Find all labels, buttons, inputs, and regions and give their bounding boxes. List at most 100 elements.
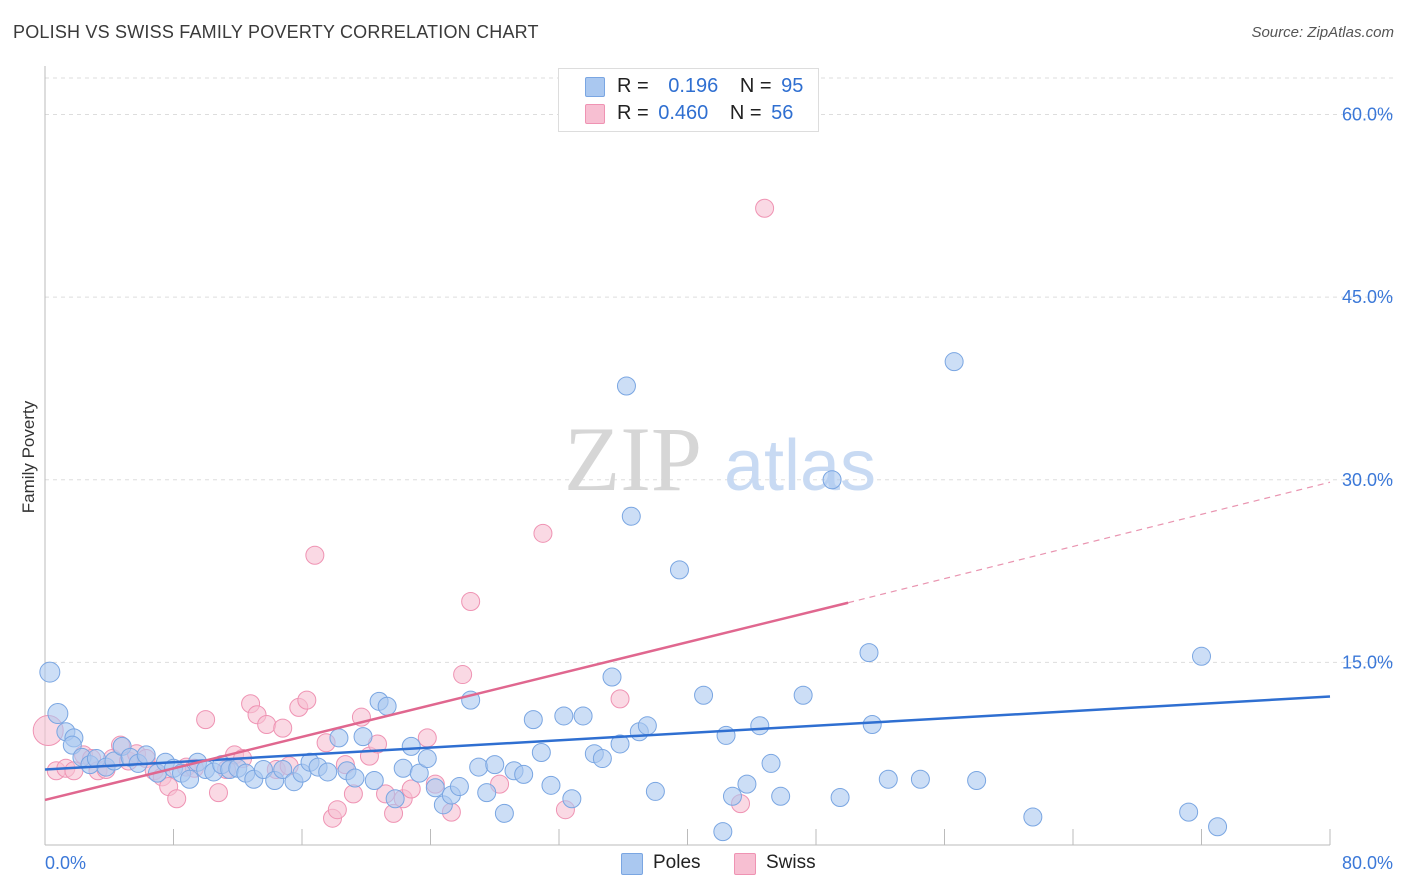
poles-point	[494, 803, 514, 823]
poles-point	[694, 685, 714, 705]
y-tick-label: 60.0%	[1342, 105, 1393, 125]
poles-point	[329, 728, 349, 748]
swiss-points	[32, 198, 775, 828]
poles-point	[541, 775, 561, 795]
poles-point	[409, 763, 429, 783]
legend-n-label: N =	[729, 102, 762, 124]
chart-source: Source: ZipAtlas.com	[1251, 24, 1394, 41]
legend-n-value: 95	[781, 75, 804, 97]
poles-point	[345, 768, 365, 788]
poles-point	[364, 770, 384, 790]
poles-point	[910, 769, 930, 789]
poles-point	[531, 742, 551, 762]
swiss-trend-extension	[847, 481, 1331, 604]
watermark-atlas: atlas	[724, 426, 876, 506]
poles-point	[1179, 802, 1199, 822]
legend-r-label: R =	[617, 102, 649, 124]
poles-point	[425, 778, 445, 798]
poles-point	[967, 770, 987, 790]
swiss-swatch	[734, 853, 756, 875]
poles-legend-label: Poles	[653, 852, 701, 873]
legend-r-label: R =	[617, 75, 649, 97]
tick-labels: 15.0% 30.0% 45.0% 60.0% 0.0% 80.0% Family Pove…	[19, 105, 1393, 873]
swiss-swatch	[585, 104, 605, 124]
poles-point	[377, 696, 397, 716]
poles-point	[1023, 807, 1043, 827]
poles-point	[136, 745, 156, 765]
stats-legend: R = 0.196 N = 95 R = 0.460 N = 56	[558, 68, 819, 132]
poles-point	[318, 762, 338, 782]
grid-lines	[45, 77, 1395, 663]
x-tick-label: 0.0%	[45, 853, 86, 873]
poles-point	[393, 758, 413, 778]
swiss-trend-line	[44, 601, 849, 802]
swiss-point	[417, 728, 437, 748]
swiss-point	[208, 783, 228, 803]
poles-point	[722, 786, 742, 806]
poles-point	[669, 560, 689, 580]
poles-swatch	[585, 77, 605, 97]
poles-point	[750, 716, 770, 736]
axes	[44, 66, 1331, 846]
y-tick-label: 45.0%	[1342, 287, 1393, 307]
y-tick-label: 15.0%	[1342, 652, 1393, 672]
trend-lines	[44, 481, 1331, 802]
poles-point	[737, 774, 757, 794]
poles-point	[859, 643, 879, 663]
poles-point	[449, 777, 469, 797]
poles-point	[417, 749, 437, 769]
y-axis-label: Family Poverty	[19, 400, 38, 513]
poles-point	[610, 734, 630, 754]
poles-point	[822, 470, 842, 490]
poles-point	[477, 783, 497, 803]
poles-point	[793, 685, 813, 705]
poles-point	[39, 661, 61, 683]
swiss-point	[461, 592, 481, 612]
swiss-point	[273, 718, 293, 738]
legend-r-value: 0.460	[658, 102, 709, 124]
poles-point	[401, 736, 421, 756]
poles-point	[485, 755, 505, 775]
swiss-point	[533, 523, 553, 543]
poles-point	[645, 781, 665, 801]
legend-n-value: 56	[771, 102, 794, 124]
watermark: ZIP atlas	[564, 408, 876, 510]
poles-point	[862, 714, 882, 734]
swiss-legend-label: Swiss	[766, 852, 816, 873]
poles-point	[1192, 646, 1211, 666]
poles-point	[621, 506, 641, 526]
poles-point	[602, 667, 622, 687]
poles-point	[573, 706, 593, 726]
swiss-point	[401, 779, 421, 799]
poles-point	[716, 725, 736, 745]
swiss-point	[257, 714, 277, 734]
poles-point	[713, 822, 733, 842]
poles-point	[514, 764, 534, 784]
swiss-point	[196, 710, 216, 730]
poles-point	[830, 788, 850, 808]
swiss-point	[755, 198, 775, 218]
swiss-point	[327, 800, 347, 820]
poles-point	[180, 769, 200, 789]
poles-point	[554, 706, 574, 726]
poles-point	[761, 753, 781, 773]
poles-points	[39, 352, 1228, 842]
poles-point	[637, 716, 657, 736]
poles-point	[469, 757, 489, 777]
legend-r-value: 0.196	[668, 75, 719, 97]
y-tick-label: 30.0%	[1342, 470, 1393, 490]
swiss-point	[610, 689, 630, 709]
poles-point	[353, 727, 373, 747]
swiss-point	[167, 789, 187, 809]
chart-title: POLISH VS SWISS FAMILY POVERTY CORRELATI…	[13, 22, 539, 42]
poles-trend-line	[44, 695, 1331, 771]
swiss-point	[343, 784, 363, 804]
swiss-point	[453, 665, 473, 685]
poles-swatch	[621, 853, 643, 875]
poles-point	[616, 376, 636, 396]
x-tick-label: 80.0%	[1342, 853, 1393, 873]
swiss-point	[305, 545, 325, 565]
swiss-point	[297, 690, 317, 710]
poles-point	[1208, 817, 1228, 837]
